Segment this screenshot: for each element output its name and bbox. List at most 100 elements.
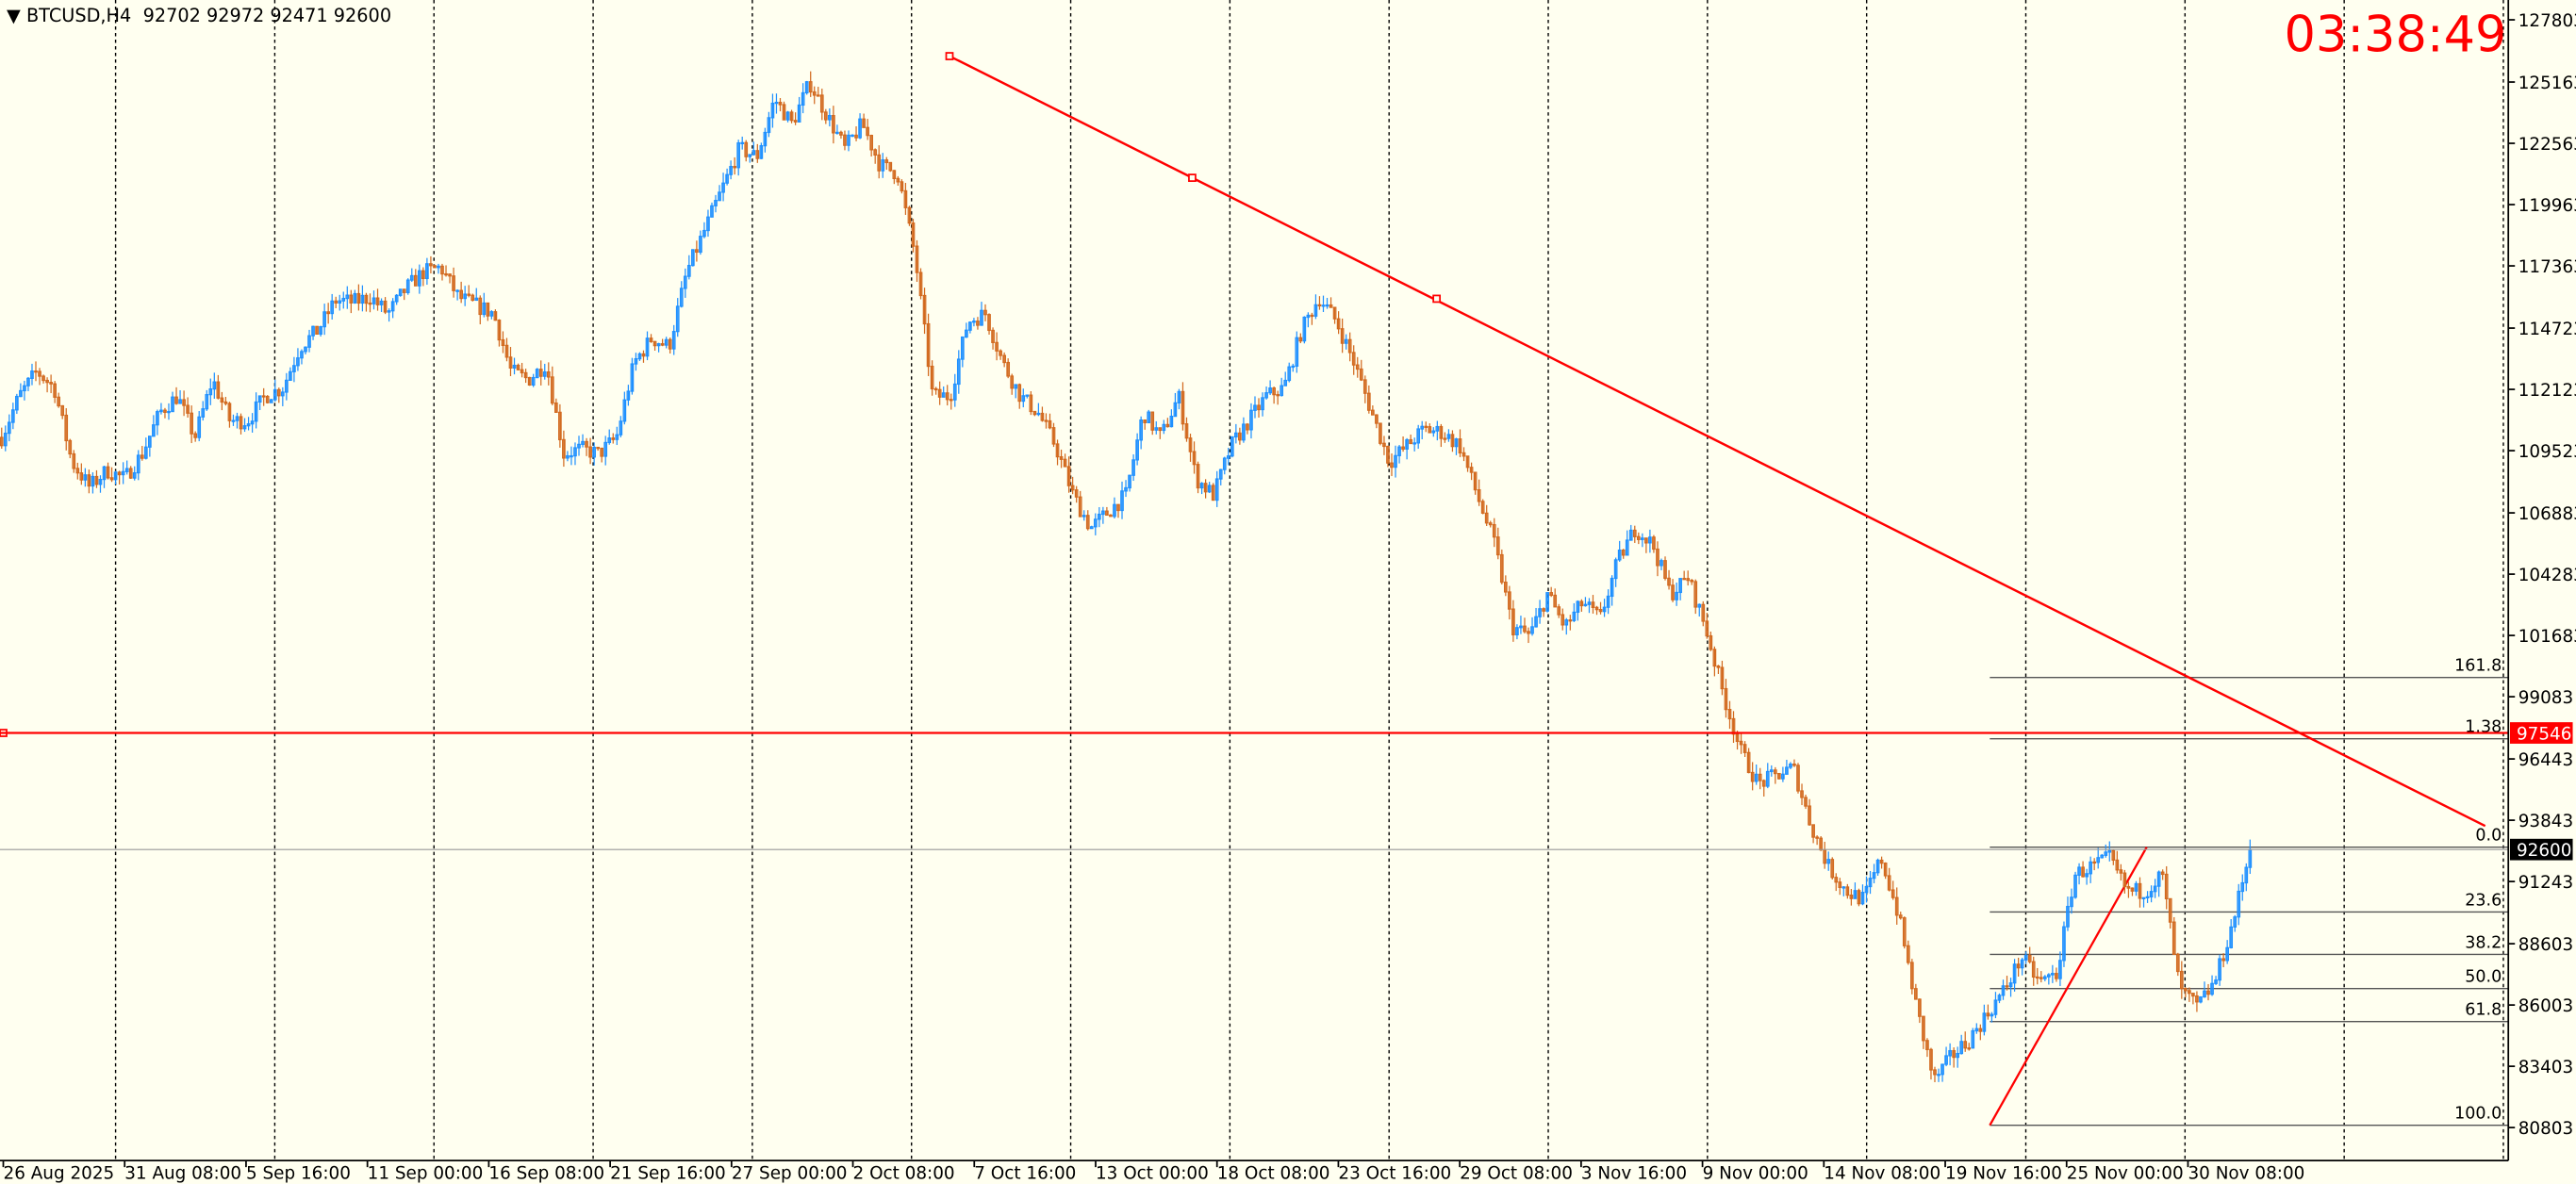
candle-body — [2023, 954, 2028, 961]
candle-body — [797, 104, 801, 123]
candle-body — [345, 294, 350, 300]
candle — [2160, 869, 2165, 880]
candle — [2104, 844, 2108, 858]
candle — [508, 347, 513, 377]
trend-line-anchor[interactable] — [945, 52, 954, 60]
candle — [1519, 616, 1523, 634]
candle — [1344, 334, 1348, 350]
candle-body — [858, 118, 862, 139]
candle — [91, 472, 95, 494]
candle — [34, 361, 38, 382]
candle — [1040, 406, 1045, 422]
candle — [1909, 959, 1914, 995]
candle-body — [808, 81, 813, 93]
candle — [1014, 384, 1018, 399]
candle — [1967, 1043, 1972, 1051]
price-tick-label: 91243 — [2518, 873, 2573, 893]
candle — [489, 310, 494, 320]
candle — [1834, 873, 1839, 892]
trend-line-anchor[interactable] — [1432, 294, 1442, 304]
triangle-down-icon[interactable]: ▼ — [7, 5, 21, 27]
candle — [2100, 853, 2105, 859]
candle-body — [197, 416, 202, 438]
candle-body — [2237, 890, 2241, 918]
candle — [892, 170, 897, 185]
candle — [535, 368, 539, 379]
candle — [1325, 297, 1329, 309]
fib-level-label: 100.0 — [2454, 1105, 2502, 1124]
candle-body — [421, 270, 425, 280]
candle-body — [1181, 390, 1185, 425]
candle-body — [7, 421, 11, 435]
candle-body — [128, 468, 133, 479]
candle-body — [1660, 560, 1663, 567]
candle — [417, 264, 421, 294]
candle-body — [785, 111, 790, 121]
candle — [2073, 871, 2077, 899]
candle — [675, 298, 680, 337]
candle-body — [649, 337, 653, 342]
candle-body — [375, 297, 380, 305]
candle — [686, 255, 691, 280]
candle — [1420, 420, 1425, 440]
candle-body — [91, 475, 95, 487]
candle — [763, 127, 768, 153]
candle-body — [1230, 436, 1234, 457]
candle-body — [2027, 954, 2032, 962]
candle-body — [239, 416, 243, 430]
candle — [607, 429, 612, 445]
candle — [190, 405, 193, 444]
candle — [2221, 953, 2225, 968]
candle — [1503, 575, 1508, 597]
candle-body — [1800, 790, 1804, 798]
candle-body — [2012, 963, 2017, 984]
candle-body — [360, 294, 365, 304]
trend-line-anchor[interactable] — [1188, 173, 1197, 182]
candle-body — [1922, 1015, 1925, 1042]
candle — [748, 154, 752, 163]
candle-body — [1773, 769, 1777, 775]
trend-line[interactable] — [949, 55, 2486, 828]
candle — [478, 295, 483, 325]
candle-body — [34, 370, 38, 373]
candle — [1366, 385, 1371, 414]
time-tick-label: 13 Oct 00:00 — [1096, 1163, 1209, 1183]
candle — [368, 293, 372, 313]
candle — [968, 321, 972, 334]
candle-body — [699, 236, 702, 254]
candle — [1720, 660, 1725, 696]
candle — [2206, 983, 2210, 1001]
candle — [683, 268, 687, 298]
candle-body — [615, 434, 619, 440]
candle — [930, 360, 934, 396]
candle-body — [1834, 877, 1839, 883]
candle — [2039, 971, 2043, 983]
candle — [1686, 570, 1691, 586]
candle — [1147, 409, 1151, 423]
candle-body — [1761, 780, 1766, 787]
candle — [2191, 993, 2195, 1005]
candle-body — [1796, 765, 1800, 792]
candle — [1226, 447, 1230, 466]
candle-body — [2168, 897, 2172, 923]
horizontal-line-anchor[interactable] — [0, 729, 8, 737]
candle — [2092, 858, 2097, 871]
candle — [1484, 504, 1489, 527]
candle — [1978, 1024, 1983, 1041]
candle-body — [2175, 953, 2180, 973]
candle-body — [1098, 513, 1101, 520]
time-tick-label: 29 Oct 08:00 — [1460, 1163, 1573, 1183]
candle-body — [425, 263, 429, 280]
fib-trend-line[interactable] — [1989, 847, 2148, 1126]
candle-body — [877, 154, 882, 172]
candle — [2218, 954, 2221, 986]
candle-body — [2085, 873, 2089, 878]
candle-body — [1944, 1055, 1948, 1065]
grid-lines — [114, 0, 2504, 1161]
candle — [2001, 979, 2006, 1000]
candle-body — [250, 420, 255, 425]
time-tick-label: 9 Nov 00:00 — [1703, 1163, 1808, 1183]
candle-body — [1663, 560, 1667, 579]
